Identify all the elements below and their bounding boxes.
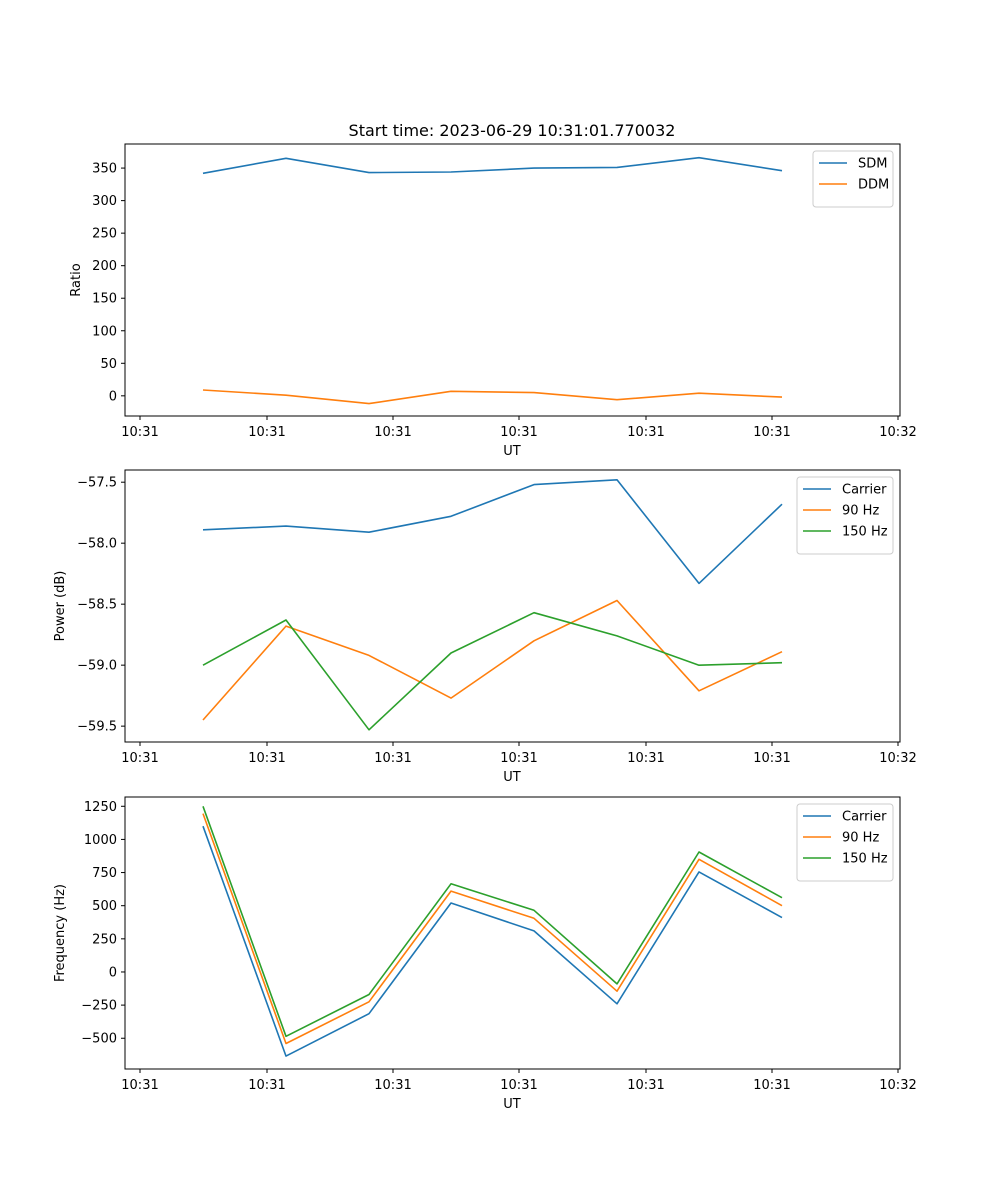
- legend-label: 90 Hz: [842, 504, 879, 519]
- x-tick-label: 10:31: [500, 751, 537, 766]
- y-tick-label: 350: [92, 162, 117, 177]
- y-tick-label: 250: [92, 227, 117, 242]
- y-tick-label: 1250: [84, 800, 117, 815]
- y-axis-label: Frequency (Hz): [53, 884, 68, 982]
- legend-label: Carrier: [842, 483, 887, 498]
- legend-label: DDM: [858, 178, 889, 193]
- x-tick-label: 10:31: [753, 751, 790, 766]
- x-tick-label: 10:31: [627, 751, 664, 766]
- x-tick-label: 10:31: [248, 1078, 285, 1093]
- legend-label: 90 Hz: [842, 831, 879, 846]
- x-tick-label: 10:31: [374, 751, 411, 766]
- legend-box: [796, 476, 894, 555]
- y-tick-label: −59.0: [77, 659, 117, 674]
- x-tick-label: 10:31: [374, 425, 411, 440]
- x-tick-label: 10:32: [879, 751, 916, 766]
- y-tick-label: −58.5: [77, 598, 117, 613]
- y-tick-label: 150: [92, 292, 117, 307]
- y-tick-label: 250: [92, 932, 117, 947]
- x-axis-label: UT: [503, 444, 521, 459]
- series-line-150-hz: [202, 611, 783, 731]
- x-tick-label: 10:31: [248, 751, 285, 766]
- subplot-1: 10:31 10:31 10:31 10:31 10:31 10:31 10:32 0 50 10…: [69, 143, 917, 459]
- y-tick-label: 0: [109, 389, 117, 404]
- y-axis-label: Ratio: [69, 263, 84, 296]
- y-tick-label: −58.0: [77, 537, 117, 552]
- legend-label: 150 Hz: [842, 852, 888, 867]
- series-line-150-hz: [202, 806, 783, 1038]
- x-tick-label: 10:31: [500, 425, 537, 440]
- x-tick-label: 10:31: [121, 1078, 158, 1093]
- legend-label: Carrier: [842, 810, 887, 825]
- y-tick-label: 300: [92, 194, 117, 209]
- y-tick-label: 1000: [84, 833, 117, 848]
- x-tick-label: 10:31: [374, 1078, 411, 1093]
- series-line-carrier: [202, 825, 783, 1057]
- x-tick-label: 10:31: [121, 751, 158, 766]
- x-tick-label: 10:32: [879, 425, 916, 440]
- x-tick-label: 10:32: [879, 1078, 916, 1093]
- x-tick-label: 10:31: [753, 1078, 790, 1093]
- x-tick-label: 10:31: [121, 425, 158, 440]
- legend-box: [812, 150, 894, 208]
- x-axis-label: UT: [503, 1097, 521, 1112]
- y-tick-label: −250: [81, 999, 117, 1014]
- legend: SDM DDM: [812, 150, 894, 208]
- y-tick-label: −59.5: [77, 720, 117, 735]
- legend-box: [796, 803, 894, 882]
- y-tick-label: 100: [92, 324, 117, 339]
- x-tick-label: 10:31: [500, 1078, 537, 1093]
- x-tick-label: 10:31: [627, 1078, 664, 1093]
- legend-label: 150 Hz: [842, 525, 888, 540]
- x-tick-label: 10:31: [753, 425, 790, 440]
- series-line-90-hz: [202, 813, 783, 1045]
- y-tick-label: 0: [109, 965, 117, 980]
- figure-title: Start time: 2023-06-29 10:31:01.770032: [349, 121, 676, 140]
- x-tick-label: 10:31: [248, 425, 285, 440]
- y-tick-label: −500: [81, 1032, 117, 1047]
- y-tick-label: 50: [100, 357, 117, 372]
- y-axis-label: Power (dB): [53, 571, 68, 642]
- legend: Carrier 90 Hz 150 Hz: [796, 476, 894, 555]
- y-tick-label: 200: [92, 259, 117, 274]
- subplot-2: 10:31 10:31 10:31 10:31 10:31 10:31 10:32 −57.5…: [53, 469, 917, 785]
- x-tick-label: 10:31: [627, 425, 664, 440]
- axes-frame: [124, 143, 901, 417]
- y-tick-label: 500: [92, 899, 117, 914]
- series-line-carrier: [202, 478, 783, 585]
- x-axis-label: UT: [503, 770, 521, 785]
- subplot-3: 10:31 10:31 10:31 10:31 10:31 10:31 10:32 −500 −…: [53, 796, 917, 1112]
- legend-label: SDM: [858, 157, 887, 172]
- y-tick-label: 750: [92, 866, 117, 881]
- series-line-ddm: [202, 389, 783, 405]
- series-line-sdm: [202, 156, 783, 175]
- y-tick-label: −57.5: [77, 476, 117, 491]
- axes-frame: [124, 469, 901, 743]
- legend: Carrier 90 Hz 150 Hz: [796, 803, 894, 882]
- series-line-90-hz: [202, 599, 783, 721]
- axes-frame: [124, 796, 901, 1070]
